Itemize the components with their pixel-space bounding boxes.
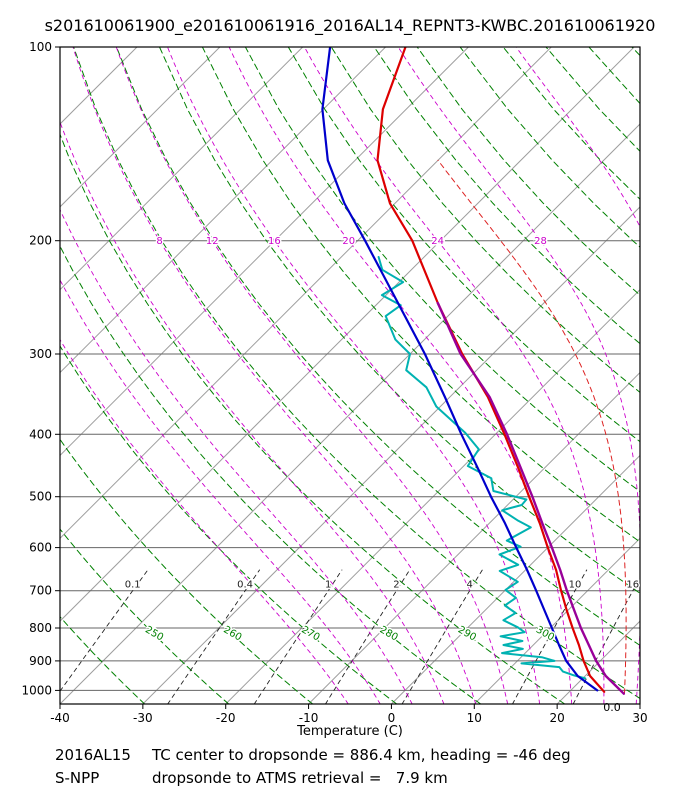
grid-label: 0.4 (237, 580, 253, 591)
grid-label: 10 (569, 580, 582, 591)
chart-title: s201610061900_e201610061916_2016AL14_REP… (45, 16, 656, 36)
footer-satellite-id: S-NPP (55, 769, 99, 787)
pressure-tick-label: 1000 (21, 683, 52, 697)
footer-line2: dropsonde to ATMS retrieval = 7.9 km (152, 769, 448, 787)
grid-label: 4 (467, 580, 473, 591)
x-tick-label: 20 (550, 711, 565, 725)
dry-adiabat-lines (60, 47, 640, 704)
grid-label: 12 (206, 236, 219, 247)
grid-label: 16 (268, 236, 281, 247)
pressure-tick-label: 700 (29, 584, 52, 598)
x-tick-label: -30 (133, 711, 153, 725)
series-layer (321, 47, 627, 695)
profile-cyan (377, 256, 587, 680)
mixing-ratio-lines (60, 569, 640, 704)
grid-label: 1 (325, 580, 331, 591)
x-tick-label: -40 (50, 711, 70, 725)
plot-border (59, 46, 641, 705)
grid-label: 8 (156, 236, 162, 247)
pressure-tick-label: 400 (29, 427, 52, 441)
parcel-moist-adiabat (437, 159, 627, 695)
grid-label: 260 (221, 624, 243, 643)
axis-layer: -40 -30 -20 -10 0 10 20 30 100 200 300 400 500 600 700… (21, 40, 647, 725)
x-tick-label: 0 (388, 711, 396, 725)
grid-label: 28 (534, 236, 547, 247)
grid-label: 290 (456, 624, 478, 643)
footer-storm-id: 2016AL15 (55, 746, 131, 764)
pressure-tick-label: 200 (29, 234, 52, 248)
profile-magenta (436, 301, 625, 695)
corner-value-label: 0.0 (603, 701, 621, 714)
x-tick-label: -20 (216, 711, 236, 725)
footer-line1: TC center to dropsonde = 886.4 km, headi… (151, 746, 571, 764)
grid-label: 2 (393, 580, 399, 591)
grid-label: 16 (626, 580, 639, 591)
x-tick-label: 10 (467, 711, 482, 725)
pressure-tick-label: 600 (29, 541, 52, 555)
grid-label: 24 (431, 236, 444, 247)
pressure-tick-label: 900 (29, 654, 52, 668)
grid-label: 250 (143, 624, 165, 643)
pressure-tick-label: 500 (29, 490, 52, 504)
x-tick-label: 30 (632, 711, 647, 725)
moist-adiabat-lines (60, 47, 640, 704)
pressure-tick-label: 300 (29, 347, 52, 361)
grid-layer (60, 47, 640, 704)
grid-label: 20 (342, 236, 355, 247)
grid-label: 0.1 (125, 580, 141, 591)
x-tick-label: -10 (299, 711, 319, 725)
profile-red (376, 47, 606, 693)
isotherm-lines (60, 47, 640, 704)
pressure-tick-label: 100 (29, 40, 52, 54)
profile-blue (321, 47, 599, 692)
x-axis-label: Temperature (C) (296, 724, 403, 739)
pressure-tick-label: 800 (29, 621, 52, 635)
